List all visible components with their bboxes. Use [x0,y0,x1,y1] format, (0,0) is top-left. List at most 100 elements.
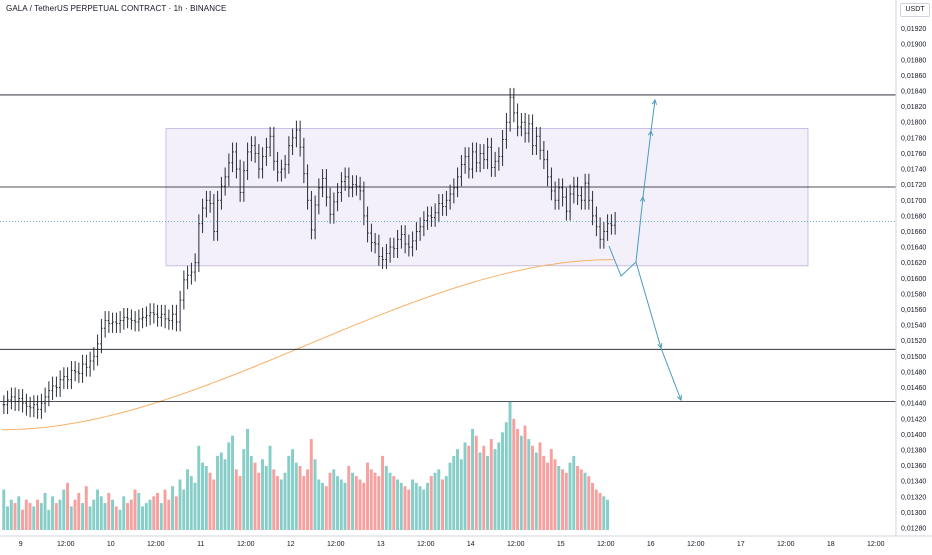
y-tick-label: 0,01680 [901,213,926,220]
volume-bar [58,499,62,530]
y-tick-label: 0,01700 [901,198,926,205]
candle [370,223,373,252]
candle [186,265,189,290]
volume-bar [201,462,204,530]
y-tick-label: 0,01560 [901,307,926,314]
volume-bar [358,479,362,530]
candle [520,112,523,137]
candle [321,169,324,198]
volume-layer [2,402,609,530]
candle [580,186,583,210]
volume-bar [553,459,557,530]
x-tick-label: 12:00 [57,541,75,548]
candle [107,311,111,333]
volume-bar [418,486,422,530]
volume-bar [411,479,414,530]
x-tick-label: 15 [557,541,565,548]
currency-badge[interactable]: USDT [900,3,930,17]
candle [463,147,467,174]
y-tick-label: 0,01320 [901,494,926,501]
volume-bar [527,439,531,530]
candle [295,120,298,148]
interval-label[interactable]: 1h [173,4,183,13]
candle [493,151,497,177]
candle [553,181,557,210]
volume-bar [249,455,253,530]
volume-bar [276,476,279,530]
volume-bar [384,466,388,530]
candle [460,155,463,187]
volume-bar [133,489,137,530]
candle [265,137,268,166]
candle [216,190,219,241]
volume-bar [107,492,111,530]
volume-bar [377,476,381,530]
volume-bar [497,442,501,530]
volume-bar [92,499,96,530]
candle [171,304,174,330]
candle [148,303,152,326]
price-axis-bg [896,0,932,550]
candle [298,120,302,157]
symbol-name[interactable]: GALA / TetherUS PERPETUAL CONTRACT [6,4,167,13]
volume-bar [152,496,156,530]
candle [358,176,362,201]
candle [32,395,36,418]
volume-bar [73,499,77,530]
volume-bar [219,452,223,530]
x-tick-label: 12:00 [147,541,165,548]
volume-bar [343,482,347,530]
volume-bar [156,492,159,530]
volume-bar [519,435,523,530]
volume-bar [504,422,508,530]
arrow-head [677,394,682,402]
x-tick-label: 12:00 [867,541,885,548]
volume-bar [264,466,268,530]
candle [377,234,381,266]
candle [145,306,148,327]
candle [572,176,576,204]
candle [205,190,208,218]
x-tick-label: 11 [197,541,204,548]
x-tick-label: 9 [19,541,23,548]
volume-bar [36,499,39,530]
candle [595,206,598,237]
volume-bar [21,509,24,530]
volume-bar [369,469,373,530]
volume-bar [204,466,208,530]
volume-bar [373,472,377,530]
volume-bar [317,479,321,530]
projection-up-3 [650,99,656,132]
volume-bar [309,439,313,530]
candle [332,192,336,224]
volume-bar [167,499,171,530]
volume-bar [429,476,433,530]
y-tick-label: 0,01660 [901,229,926,236]
y-tick-label: 0,01340 [901,479,926,486]
candle [280,159,283,182]
candle [430,206,433,227]
candle [130,309,133,330]
volume-bar [321,482,324,530]
candle [160,304,163,327]
candle [591,190,594,226]
candle [92,346,96,371]
candle [576,176,579,205]
candle [535,126,538,156]
candle [336,183,339,212]
volume-bar [523,425,527,530]
y-tick-label: 0,01880 [901,57,926,64]
y-tick-label: 0,01720 [901,182,926,189]
y-tick-label: 0,01800 [901,120,926,127]
candle [81,354,84,383]
volume-bar [47,509,51,530]
volume-bar [96,489,99,530]
candle [516,103,519,137]
candle [317,178,321,215]
projection-up-1 [635,196,644,263]
volume-bar [234,469,238,530]
volume-bar [542,455,546,530]
volume-bar [591,482,594,530]
volume-bar [6,506,9,530]
